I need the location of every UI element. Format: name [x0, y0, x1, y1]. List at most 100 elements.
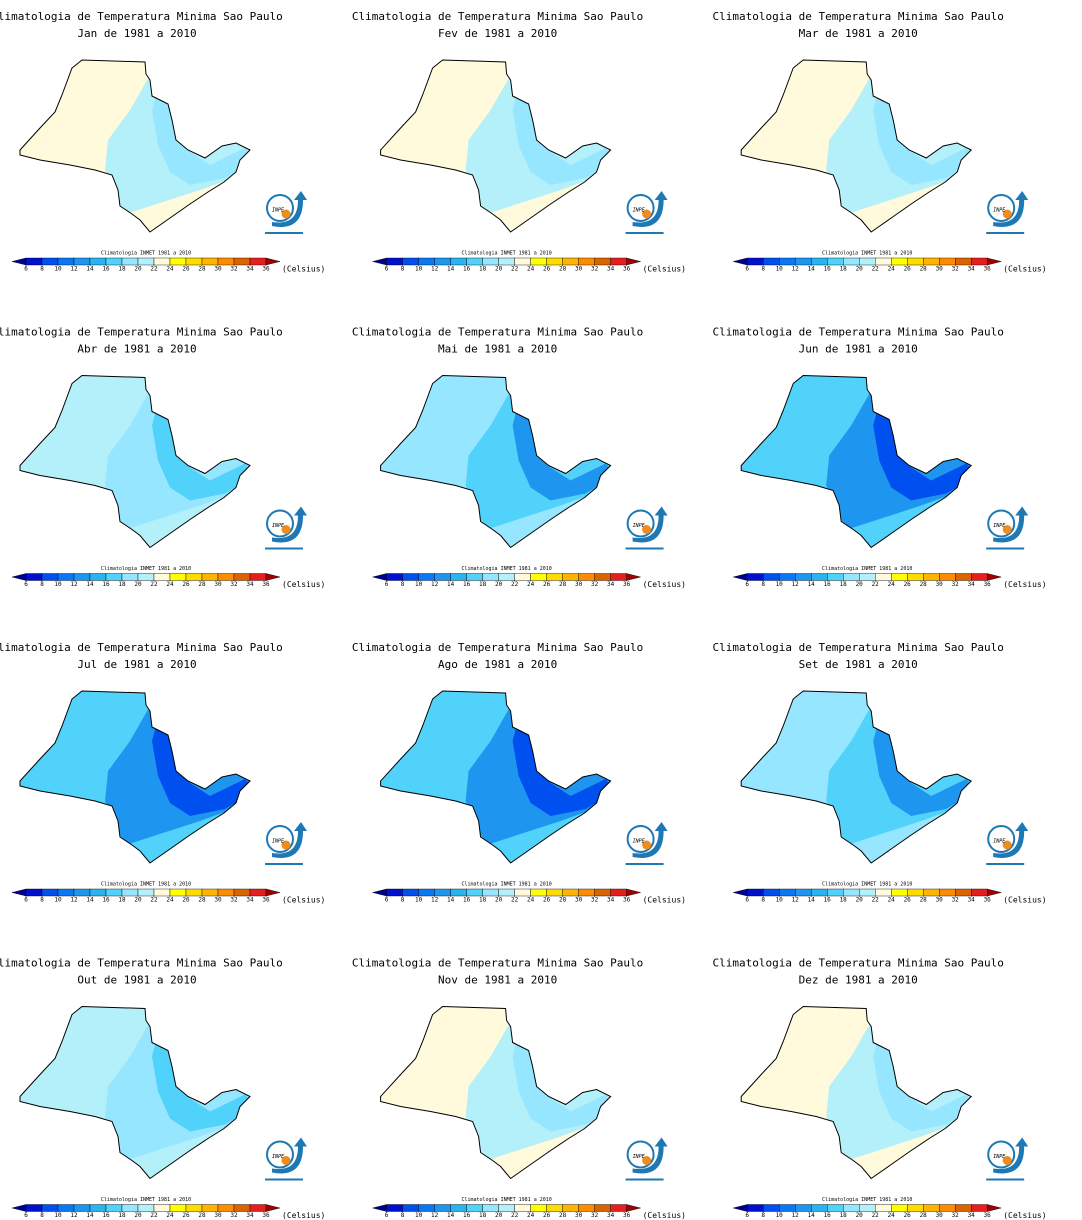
colorbar-tick-label: 34 — [246, 1212, 254, 1219]
panel: Climatologia de Temperatura Minima Sao P… — [352, 641, 686, 905]
colorbar-segment — [467, 889, 483, 896]
colorbar-segment — [827, 1205, 843, 1212]
colorbar-tick-label: 30 — [575, 581, 583, 588]
colorbar-tick-label: 36 — [623, 1212, 631, 1219]
colorbar-segment — [186, 574, 202, 581]
colorbar-tick-label: 12 — [70, 581, 78, 588]
colorbar-tick-label: 24 — [888, 897, 896, 904]
colorbar-tick-label: 6 — [385, 1212, 389, 1219]
logo-caption — [265, 232, 303, 234]
panel-subtitle: Nov de 1981 a 2010 — [438, 974, 557, 987]
logo: INPE — [626, 1138, 668, 1181]
colorbar-segment — [939, 889, 955, 896]
colorbar-segment — [763, 258, 779, 265]
colorbar-segment — [547, 574, 563, 581]
colorbar-segment — [483, 574, 499, 581]
colorbar-tick-label: 8 — [401, 581, 405, 588]
panel: Climatologia de Temperatura Minima Sao P… — [352, 326, 686, 590]
colorbar-segment — [387, 258, 403, 265]
colorbar-tick-label: 30 — [936, 266, 944, 273]
colorbar-segment — [435, 889, 451, 896]
colorbar-unit: (Celsius) — [1003, 896, 1046, 905]
colorbar-segment — [234, 1205, 250, 1212]
colorbar-tick-label: 36 — [262, 581, 270, 588]
colorbar-tick-label: 10 — [776, 897, 784, 904]
colorbar-tick-label: 28 — [559, 897, 567, 904]
colorbar-segment — [763, 574, 779, 581]
colorbar-segment — [515, 889, 531, 896]
colorbar-tick-label: 18 — [840, 266, 848, 273]
logo: INPE — [626, 507, 668, 550]
colorbar-segment — [595, 889, 611, 896]
colorbar-segment — [859, 889, 875, 896]
colorbar-segment — [547, 258, 563, 265]
logo-text: INPE — [993, 1154, 1005, 1160]
panel-subtitle: Set de 1981 a 2010 — [799, 658, 918, 671]
colorbar-tick-label: 26 — [543, 1212, 551, 1219]
colorbar-segment — [202, 258, 218, 265]
logo-text: INPE — [633, 1154, 645, 1160]
colorbar-tick-label: 20 — [134, 1212, 142, 1219]
colorbar-segment — [579, 889, 595, 896]
logo: INPE — [265, 191, 307, 234]
colorbar-tick-label: 14 — [808, 581, 816, 588]
colorbar-tick-label: 26 — [904, 1212, 912, 1219]
colorbar-tick-label: 30 — [575, 1212, 583, 1219]
colorbar-tick-label: 22 — [511, 1212, 519, 1219]
colorbar-tick-label: 32 — [952, 897, 960, 904]
map — [361, 40, 631, 240]
colorbar-tick-label: 14 — [447, 1212, 455, 1219]
colorbar-segment — [595, 574, 611, 581]
colorbar-tick-label: 16 — [102, 581, 110, 588]
colorbar-tick-label: 34 — [246, 266, 254, 273]
panel-subtitle: Out de 1981 a 2010 — [77, 974, 196, 987]
colorbar-tick-label: 32 — [591, 1212, 599, 1219]
colorbar-tick-label: 26 — [182, 266, 190, 273]
colorbar-segment — [611, 889, 627, 896]
colorbar-tick-label: 8 — [40, 1212, 44, 1219]
colorbar-tick-label: 18 — [479, 581, 487, 588]
logo: INPE — [986, 822, 1028, 865]
colorbar-tick-label: 32 — [591, 897, 599, 904]
colorbar-segment — [250, 889, 266, 896]
colorbar-tick-label: 6 — [745, 266, 749, 273]
colorbar-tick-label: 14 — [86, 1212, 94, 1219]
colorbar-tick-label: 14 — [86, 581, 94, 588]
colorbar-tick-label: 14 — [808, 1212, 816, 1219]
colorbar-segment — [42, 574, 58, 581]
colorbar-tick-label: 24 — [166, 897, 174, 904]
colorbar-segment — [955, 258, 971, 265]
colorbar-segment — [779, 258, 795, 265]
colorbar-tick-label: 28 — [198, 266, 206, 273]
colorbar-arrow — [12, 574, 26, 581]
colorbar-tick-label: 26 — [182, 897, 190, 904]
colorbar-tick-label: 6 — [745, 897, 749, 904]
colorbar-tick-label: 30 — [214, 897, 222, 904]
colorbar-segment — [795, 1205, 811, 1212]
colorbar-title: Climatologia INMET 1981 a 2010 — [822, 566, 912, 572]
colorbar-segment — [170, 1205, 186, 1212]
colorbar-segment — [891, 574, 907, 581]
colorbar-segment — [451, 574, 467, 581]
colorbar-tick-label: 6 — [24, 581, 28, 588]
colorbar-tick-label: 28 — [920, 581, 928, 588]
colorbar-segment — [827, 574, 843, 581]
colorbar-unit: (Celsius) — [282, 580, 325, 589]
colorbar-segment — [74, 889, 90, 896]
colorbar-segment — [26, 889, 42, 896]
colorbar-tick-label: 8 — [401, 266, 405, 273]
map — [361, 987, 631, 1187]
colorbar-tick-label: 30 — [936, 1212, 944, 1219]
colorbar-tick-label: 26 — [182, 1212, 190, 1219]
colorbar-title: Climatologia INMET 1981 a 2010 — [461, 882, 551, 888]
colorbar-arrow — [627, 574, 641, 581]
colorbar-tick-label: 28 — [559, 1212, 567, 1219]
panel-subtitle: Jul de 1981 a 2010 — [77, 658, 196, 671]
panel-title: Climatologia de Temperatura Minima Sao P… — [712, 326, 1003, 339]
map — [721, 987, 991, 1187]
colorbar-segment — [499, 1205, 515, 1212]
colorbar-tick-label: 16 — [824, 1212, 832, 1219]
colorbar-tick-label: 8 — [40, 266, 44, 273]
colorbar-segment — [531, 1205, 547, 1212]
colorbar-tick-label: 18 — [118, 266, 126, 273]
